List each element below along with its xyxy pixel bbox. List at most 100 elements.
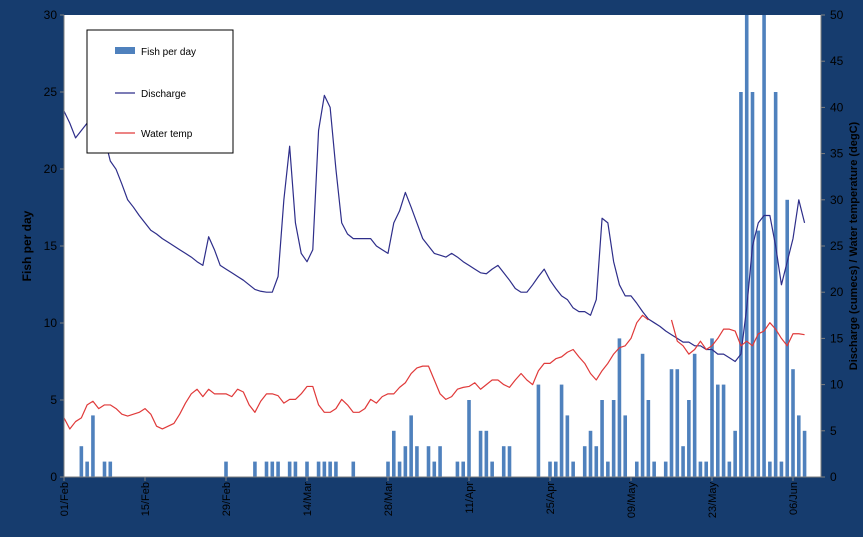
fish-bar — [391, 430, 396, 477]
fish-bar — [739, 92, 743, 477]
fish-bar — [698, 461, 703, 477]
fish-bar — [773, 92, 778, 477]
fish-bar — [253, 461, 257, 477]
fish-bar — [802, 430, 807, 477]
fish-bar — [102, 461, 107, 477]
left-y-tick-label: 30 — [44, 8, 58, 22]
discharge-line — [63, 94, 806, 363]
fish-bar — [756, 230, 761, 477]
fish-bar — [675, 369, 680, 477]
fish-bar — [692, 353, 697, 477]
fish-bar — [715, 384, 720, 477]
right-y-tick-label: 35 — [830, 147, 844, 161]
fish-bar — [490, 461, 494, 477]
fish-bar — [646, 400, 651, 477]
right-y-tick-label: 10 — [830, 378, 844, 392]
fish-bar — [438, 446, 442, 477]
right-y-tick-label: 5 — [830, 424, 837, 438]
x-tick-label: 09/May — [626, 482, 638, 519]
legend-label-discharge: Discharge — [141, 89, 186, 100]
fish-bar — [779, 461, 784, 477]
fish-bar — [415, 446, 419, 477]
fish-bar — [507, 446, 512, 477]
left-y-axis-label: Fish per day — [20, 210, 34, 281]
fish-bar — [224, 461, 228, 477]
fish-bar — [762, 15, 766, 477]
fish-bar — [588, 430, 593, 477]
fish-bar — [571, 461, 575, 477]
fish-bar — [721, 384, 726, 477]
right-y-tick-label: 25 — [830, 239, 844, 253]
right-y-tick-label: 45 — [830, 54, 844, 68]
fish-bar — [501, 446, 506, 477]
fish-bar — [663, 461, 668, 477]
fish-bar — [750, 92, 755, 477]
fish-bar — [681, 446, 685, 477]
x-tick-label: 14/Mar — [302, 482, 314, 517]
legend-label-water-temp: Water temp — [141, 129, 193, 140]
fish-bar — [687, 400, 691, 477]
right-y-tick-label: 30 — [830, 193, 844, 207]
right-y-tick-label: 15 — [830, 331, 844, 345]
fish-bar — [727, 461, 732, 477]
bars-layer — [79, 15, 807, 478]
fish-bar — [553, 461, 558, 477]
fish-bar — [397, 461, 402, 477]
fish-bar — [409, 415, 413, 477]
fish-bar — [594, 446, 599, 477]
right-y-axis-label: Discharge (cumecs) / Water temperature (… — [848, 121, 860, 370]
fish-bar — [559, 384, 564, 477]
fish-bar — [426, 446, 431, 477]
fish-bar — [611, 400, 616, 477]
x-tick-label: 28/Mar — [383, 482, 395, 517]
fish-bar — [322, 461, 327, 477]
legend-label-fish: Fish per day — [141, 47, 196, 58]
fish-bar — [606, 461, 610, 477]
fish-bar — [484, 430, 489, 477]
fish-bar — [293, 461, 298, 477]
right-y-tick-label: 40 — [830, 100, 844, 114]
fish-bar — [79, 446, 84, 477]
fish-bar — [85, 461, 89, 477]
fish-bar — [334, 461, 338, 477]
fish-bar — [305, 461, 309, 477]
x-tick-label: 29/Feb — [221, 482, 233, 516]
right-y-tick-label: 50 — [830, 8, 844, 22]
fish-bar — [276, 461, 280, 477]
left-y-tick-label: 15 — [44, 239, 58, 253]
right-y-tick-label: 20 — [830, 285, 844, 299]
x-tick-label: 23/May — [707, 482, 719, 519]
fish-bar — [710, 338, 714, 477]
fish-bar — [640, 353, 645, 477]
fish-bar — [461, 461, 466, 477]
legend: Fish per day Discharge Water temp — [86, 29, 234, 154]
fish-bar — [796, 415, 801, 477]
left-y-tick-label: 10 — [44, 316, 58, 330]
fish-bar — [548, 461, 552, 477]
fish-bar — [108, 461, 113, 477]
x-tick-label: 01/Feb — [59, 482, 71, 516]
fish-bar — [386, 461, 390, 477]
fish-bar — [264, 461, 269, 477]
lines-layer — [63, 94, 806, 430]
fish-bar — [600, 400, 604, 477]
fish-bar — [432, 461, 437, 477]
legend-swatch-fish — [115, 47, 135, 54]
fish-bar — [565, 415, 570, 477]
fish-bar — [617, 338, 622, 477]
fish-bar — [91, 415, 95, 477]
left-y-tick-label: 20 — [44, 162, 58, 176]
fish-bar — [478, 430, 483, 477]
left-y-tick-label: 5 — [50, 393, 57, 407]
left-y-tick-label: 25 — [44, 85, 58, 99]
fish-bar — [403, 446, 408, 477]
fish-bar — [652, 461, 656, 477]
fish-bar — [328, 461, 332, 477]
ticks-layer: 0 5 10 15 20 25 30 0 5 10 15 20 25 30 35 40 45 50 01/Feb 15… — [44, 8, 844, 518]
fish-bar — [287, 461, 292, 477]
fish-bar — [351, 461, 356, 477]
fish-bar — [634, 461, 639, 477]
fish-bar — [467, 400, 471, 477]
fish-bar — [785, 199, 790, 478]
